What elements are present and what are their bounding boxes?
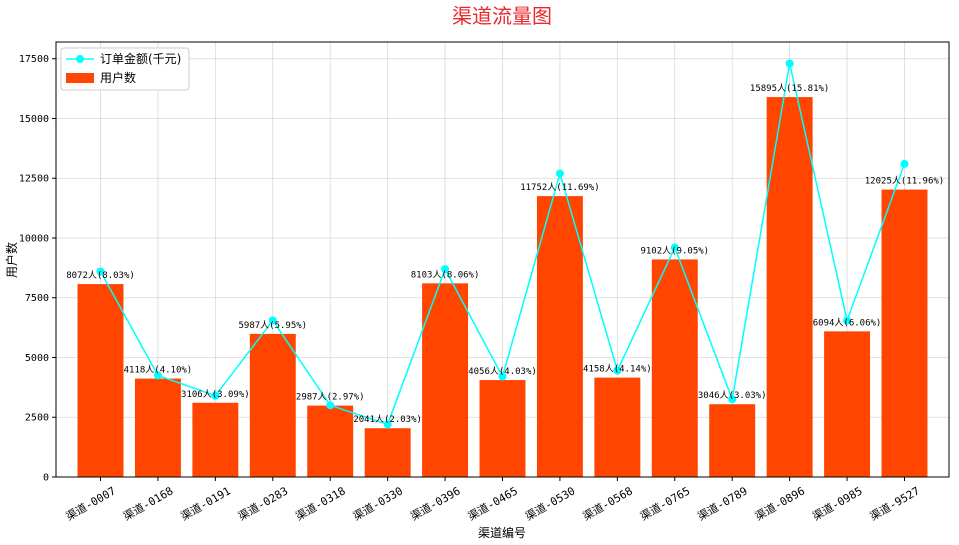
y-tick-label: 5000 — [25, 353, 49, 364]
line-point — [96, 267, 105, 276]
data-label: 4118人(4.10%) — [124, 365, 193, 376]
data-label: 6094人(6.06%) — [813, 317, 882, 328]
line-point — [153, 371, 162, 380]
chart-title: 渠道流量图 — [452, 4, 552, 28]
x-tick-label: 渠道-0396 — [408, 483, 463, 523]
x-tick-label: 渠道-0568 — [580, 483, 635, 523]
data-label: 5987人(5.95%) — [238, 320, 307, 331]
data-label: 4056人(4.03%) — [468, 366, 537, 377]
x-axis-ticks: 渠道-0007 渠道-0168 渠道-0191 渠道-0283 渠道-0318 渠道-03… — [63, 477, 922, 523]
line-point — [613, 366, 622, 375]
line-point — [900, 159, 909, 168]
x-tick-label: 渠道-0985 — [810, 483, 865, 523]
order-amount-line — [96, 59, 909, 429]
legend-bar-label: 用户数 — [100, 70, 136, 85]
y-tick-label: 10000 — [19, 233, 49, 244]
bar — [479, 380, 526, 477]
data-label: 3046人(3.03%) — [698, 390, 767, 401]
bar — [709, 404, 756, 477]
bar — [766, 97, 813, 477]
bar — [364, 428, 411, 477]
bar — [594, 377, 641, 477]
bar — [77, 284, 124, 477]
x-tick-label: 渠道-0765 — [638, 483, 693, 523]
bar — [307, 405, 354, 477]
data-label: 2987人(2.97%) — [296, 392, 365, 403]
y-tick-label: 17500 — [19, 54, 49, 65]
bar — [651, 259, 698, 477]
x-tick-label: 渠道-0789 — [695, 483, 750, 523]
line-point — [843, 316, 852, 325]
data-labels: 8072人(8.03%) 4118人(4.10%) 3106人(3.09%) 5987… — [66, 83, 944, 425]
x-axis-label: 渠道编号 — [478, 525, 526, 540]
line-point — [670, 243, 679, 252]
line-point — [441, 265, 450, 274]
x-tick-label: 渠道-0007 — [63, 483, 118, 523]
y-axis-ticks: 0 2500 5000 7500 10000 12500 15000 17500 — [19, 54, 56, 484]
line-point — [268, 316, 277, 325]
data-label: 4158人(4.14%) — [583, 364, 652, 375]
data-label: 2041人(2.03%) — [353, 414, 422, 425]
bar — [881, 189, 928, 477]
x-tick-label: 渠道-0465 — [465, 483, 520, 523]
legend-line-marker — [76, 55, 84, 63]
legend-line-label: 订单金额(千元) — [100, 51, 181, 66]
bar — [134, 378, 181, 477]
x-tick-label: 渠道-0330 — [350, 483, 405, 523]
line-point — [326, 401, 335, 410]
x-tick-label: 渠道-0530 — [523, 483, 578, 523]
line-point — [383, 420, 392, 429]
legend: 订单金额(千元) 用户数 — [60, 47, 190, 91]
y-tick-label: 0 — [43, 473, 49, 484]
data-label: 8103人(8.06%) — [411, 269, 480, 280]
y-tick-label: 12500 — [19, 174, 49, 185]
line-point — [728, 395, 737, 404]
data-label: 9102人(9.05%) — [640, 245, 709, 256]
bar — [249, 333, 296, 477]
bar — [536, 196, 583, 477]
y-tick-label: 7500 — [25, 293, 49, 304]
bar — [422, 283, 469, 477]
line-point — [555, 169, 564, 178]
y-axis-label: 用户数 — [4, 242, 19, 278]
x-tick-label: 渠道-0283 — [236, 483, 291, 523]
x-tick-label: 渠道-0191 — [178, 483, 233, 523]
legend-bar-swatch — [66, 73, 94, 83]
y-tick-label: 2500 — [25, 413, 49, 424]
data-label: 12025人(11.96%) — [865, 176, 944, 187]
x-tick-label: 渠道-0168 — [121, 483, 176, 523]
x-tick-label: 渠道-9527 — [867, 483, 922, 523]
bar — [824, 331, 871, 477]
data-label: 8072人(8.03%) — [66, 270, 135, 281]
data-label: 15895人(15.81%) — [750, 83, 829, 94]
data-label: 11752人(11.69%) — [520, 182, 599, 193]
x-tick-label: 渠道-0318 — [293, 483, 348, 523]
bar — [192, 402, 239, 477]
line-point — [211, 391, 220, 400]
y-tick-label: 15000 — [19, 114, 49, 125]
line-point — [498, 372, 507, 381]
x-tick-label: 渠道-0896 — [752, 483, 807, 523]
line-point — [785, 59, 794, 68]
bars — [77, 97, 928, 477]
data-label: 3106人(3.09%) — [181, 389, 250, 400]
